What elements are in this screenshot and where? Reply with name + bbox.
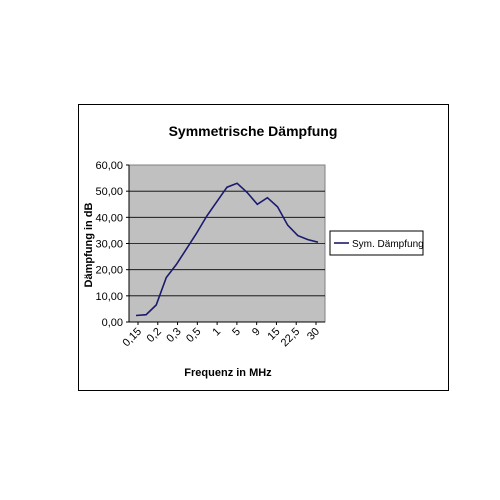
x-tick-label: 5 [230,326,243,339]
y-tick-label: 50,00 [95,186,123,198]
y-tick-label: 20,00 [95,265,123,277]
x-tick-label: 0,5 [184,326,203,345]
y-tick-label: 10,00 [95,291,123,303]
x-tick-label: 0,2 [145,326,164,345]
series-line-sym-daempfung [135,182,319,317]
x-axis-title: Frequenz in MHz [184,367,272,379]
gridlines [129,190,325,297]
chart: Symmetrische Dämpfung 0,00 10,00 20,00 30,0… [83,123,424,379]
y-axis-ticks: 0,00 10,00 20,00 30,00 40,00 50,00 60,00 [95,160,129,329]
y-tick-label: 40,00 [95,212,123,224]
legend-label: Sym. Dämpfung [352,239,424,250]
legend: Sym. Dämpfung [329,230,424,256]
x-tick-label: 9 [250,326,263,339]
x-tick-label: 0,15 [120,326,144,350]
y-tick-label: 30,00 [95,239,123,251]
y-tick-label: 60,00 [95,160,123,172]
chart-frame: Symmetrische Dämpfung 0,00 10,00 20,00 30,0… [78,104,449,391]
x-tick-label: 1 [210,326,223,339]
chart-title: Symmetrische Dämpfung [169,123,338,139]
y-tick-label: 0,00 [102,317,123,329]
x-tick-label: 30 [305,326,322,343]
y-axis-title: Dämpfung in dB [83,202,95,287]
x-tick-label: 22,5 [279,326,303,350]
x-tick-label: 0,3 [164,326,183,345]
